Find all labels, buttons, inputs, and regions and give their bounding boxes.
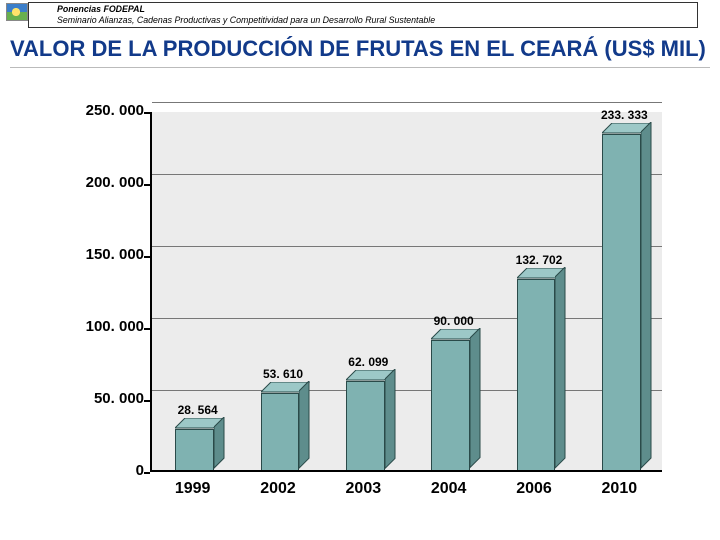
y-tick-mark [144, 400, 150, 402]
bar-value-label: 90. 000 [394, 314, 514, 328]
x-category-label: 2006 [491, 480, 576, 498]
bar [602, 134, 640, 470]
bar-value-label: 28. 564 [138, 403, 258, 417]
bar-value-label: 132. 702 [479, 253, 599, 267]
bar-value-label: 233. 333 [564, 108, 684, 122]
bar-value-label: 53. 610 [223, 367, 343, 381]
gridline [152, 102, 662, 103]
bar-side [214, 417, 226, 470]
bar [346, 381, 384, 470]
gridline [152, 390, 662, 391]
bar-side [641, 122, 653, 470]
header-line-2: Seminario Alianzas, Cadenas Productivas … [57, 15, 693, 26]
y-tick-label: 250. 000 [60, 102, 144, 119]
header-line-1: Ponencias FODEPAL [57, 4, 693, 15]
bar-side [555, 267, 567, 470]
y-tick-label: 200. 000 [60, 174, 144, 191]
header-logo [6, 3, 28, 21]
y-tick-mark [144, 256, 150, 258]
plot-area [150, 112, 662, 472]
page-title: VALOR DE LA PRODUCCIÓN DE FRUTAS EN EL C… [10, 36, 710, 61]
bar [517, 279, 555, 470]
y-tick-label: 50. 000 [60, 390, 144, 407]
y-tick-label: 150. 000 [60, 246, 144, 263]
x-category-label: 1999 [150, 480, 235, 498]
bar-side [385, 369, 397, 470]
y-tick-mark [144, 112, 150, 114]
bar-side [470, 328, 482, 470]
title-block: VALOR DE LA PRODUCCIÓN DE FRUTAS EN EL C… [10, 36, 710, 68]
gridline [152, 246, 662, 247]
bar-side [299, 381, 311, 470]
bar [261, 393, 299, 470]
gridline [152, 174, 662, 175]
y-tick-mark [144, 184, 150, 186]
x-category-label: 2002 [235, 480, 320, 498]
header-box: Ponencias FODEPAL Seminario Alianzas, Ca… [28, 2, 698, 28]
x-category-label: 2004 [406, 480, 491, 498]
y-tick-label: 0 [60, 462, 144, 479]
y-tick-label: 100. 000 [60, 318, 144, 335]
x-category-label: 2003 [321, 480, 406, 498]
y-tick-mark [144, 328, 150, 330]
y-tick-mark [144, 472, 150, 474]
x-category-label: 2010 [577, 480, 662, 498]
bar-value-label: 62. 099 [308, 355, 428, 369]
bar [431, 340, 469, 470]
revenue-chart: 0 50. 000 100. 000 150. 000 200. 000 250. 000… [60, 104, 680, 516]
bar [175, 429, 213, 470]
